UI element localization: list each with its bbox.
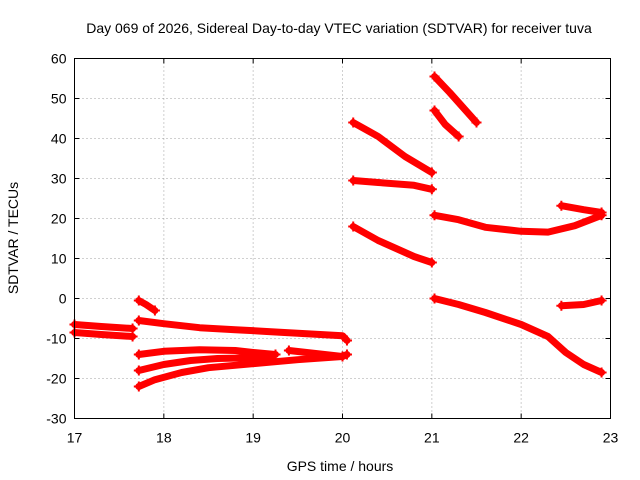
series-marker: [556, 200, 567, 211]
series-marker: [429, 71, 440, 82]
series-track-11: [349, 223, 436, 266]
y-tick-label: 50: [51, 91, 67, 107]
series-marker: [133, 381, 144, 392]
series-marker: [426, 257, 437, 268]
series-marker: [149, 305, 160, 316]
series-marker: [471, 117, 482, 128]
series-marker: [596, 367, 607, 378]
series-marker: [348, 221, 359, 232]
series-marker: [429, 293, 440, 304]
y-tick-label: -30: [46, 411, 66, 427]
series-track-12: [431, 73, 480, 126]
series-marker: [348, 175, 359, 186]
series-marker: [429, 105, 440, 116]
series-group: [69, 71, 607, 392]
y-tick-label: 40: [51, 131, 67, 147]
series-track-05: [135, 346, 279, 358]
series-track-16: [431, 295, 606, 376]
series-track-14: [431, 211, 606, 236]
series-marker: [337, 351, 348, 362]
x-tick-label: 22: [513, 430, 529, 446]
y-tick-label: 0: [59, 291, 67, 307]
x-tick-label: 19: [245, 430, 261, 446]
series-marker: [283, 345, 294, 356]
series-track-03: [135, 297, 159, 314]
x-tick-label: 23: [603, 430, 619, 446]
series-track-09: [349, 119, 436, 176]
x-axis-label: GPS time / hours: [287, 458, 394, 474]
series-marker: [596, 207, 607, 218]
series-track-08: [285, 347, 346, 360]
y-tick-label: 10: [51, 251, 67, 267]
series-marker: [429, 210, 440, 221]
x-tick-label: 17: [67, 430, 83, 446]
x-tick-label: 21: [424, 430, 440, 446]
series-track-13: [431, 107, 463, 140]
series-marker: [348, 117, 359, 128]
series-track-02: [71, 329, 137, 340]
series-track-01: [71, 321, 137, 332]
y-tick-label: 30: [51, 171, 67, 187]
series-marker: [133, 349, 144, 360]
series-marker: [341, 335, 352, 346]
series-track-06: [135, 354, 275, 374]
y-tick-label: -20: [46, 371, 66, 387]
series-track-17: [557, 297, 606, 310]
y-axis-label: SDTVAR / TECUs: [5, 182, 21, 294]
series-marker: [127, 331, 138, 342]
series-marker: [596, 295, 607, 306]
series-marker: [453, 131, 464, 142]
y-tick-label: 60: [51, 51, 67, 67]
series-track-04: [135, 317, 351, 344]
series-track-10: [349, 177, 436, 193]
series-marker: [426, 167, 437, 178]
x-tick-label: 20: [335, 430, 351, 446]
series-marker: [133, 365, 144, 376]
series-marker: [133, 315, 144, 326]
series-marker: [426, 184, 437, 195]
series-marker: [556, 300, 567, 311]
series-track-15: [557, 202, 606, 216]
x-tick-label: 18: [156, 430, 172, 446]
y-tick-label: 20: [51, 211, 67, 227]
series-marker: [133, 295, 144, 306]
chart-title: Day 069 of 2026, Sidereal Day-to-day VTE…: [86, 20, 592, 36]
ticks: 17 18 19 20 21 22 23 -30 -20 -10 0 10 20 30 40 50 60: [46, 51, 618, 446]
y-tick-label: -10: [46, 331, 66, 347]
